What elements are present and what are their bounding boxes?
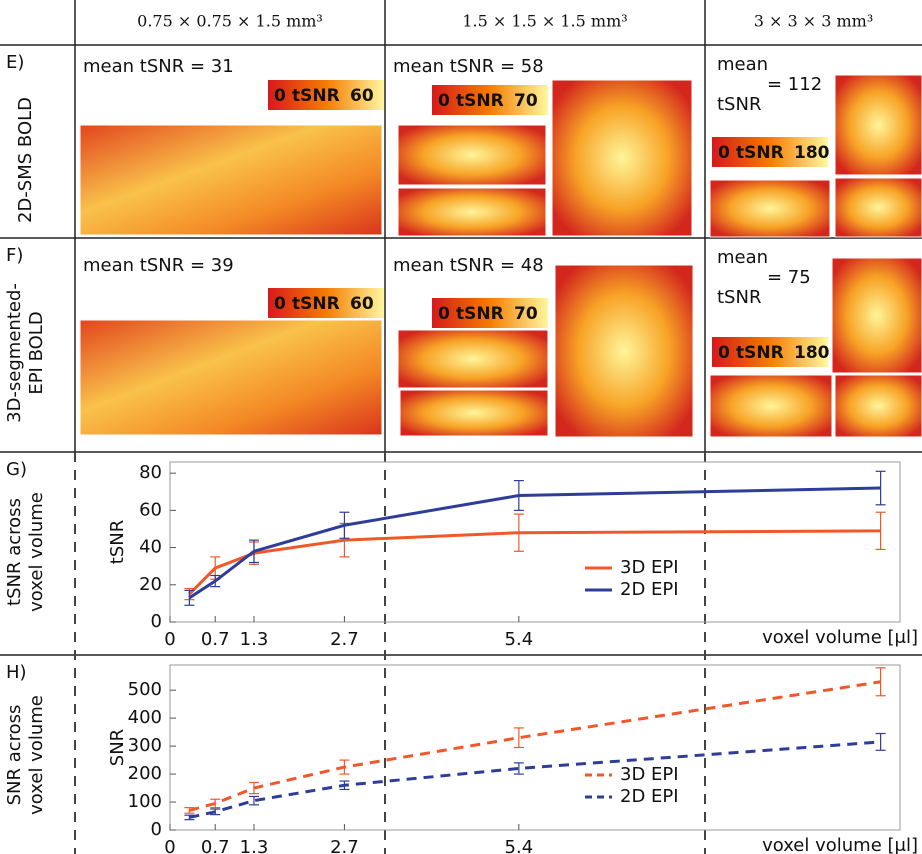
x-axis-label: voxel volume [μl] (762, 835, 918, 854)
row-label: voxel volume (26, 492, 47, 612)
row-label: 2D-SMS BOLD (15, 97, 36, 223)
colorbar-max: 70 (514, 91, 538, 111)
colorbar-max: 180 (794, 143, 830, 163)
row-label: SNR across (4, 705, 25, 806)
mean-tsnr: mean tSNR = 31 (83, 56, 234, 77)
panel-label: G) (6, 459, 27, 480)
colorbar-max: 60 (350, 86, 374, 106)
mean-tsnr: mean tSNR = 58 (393, 56, 544, 77)
y-tick-label: 100 (128, 791, 162, 812)
colorbar-min: 0 (438, 91, 450, 111)
y-tick-label: 200 (128, 763, 162, 784)
x-tick-label: 0 (164, 837, 175, 854)
y-tick-label: 400 (128, 707, 162, 728)
mean-tsnr: mean (717, 54, 768, 75)
colorbar-label: tSNR (456, 91, 504, 111)
colorbar-label: tSNR (736, 343, 784, 363)
colorbar-label: tSNR (736, 143, 784, 163)
x-axis-label: voxel volume [μl] (762, 627, 918, 648)
mean-tsnr: mean (717, 247, 768, 268)
panel-label: F) (6, 245, 23, 266)
y-tick-label: 20 (139, 574, 162, 595)
x-tick-label: 0 (164, 629, 175, 650)
mean-tsnr: mean tSNR = 48 (393, 255, 544, 276)
y-tick-label: 40 (139, 537, 162, 558)
mean-tsnr: tSNR (717, 94, 761, 115)
y-axis-label: SNR (107, 729, 128, 766)
error-bar (876, 734, 886, 751)
x-tick-label: 0.7 (201, 837, 230, 854)
colorbar-min: 0 (274, 86, 286, 106)
x-tick-label: 1.3 (240, 837, 269, 854)
colorbar-max: 60 (350, 294, 374, 314)
mean-tsnr: tSNR (717, 287, 761, 308)
colorbar-max: 180 (794, 343, 830, 363)
panel-label: E) (6, 52, 24, 73)
x-tick-label: 5.4 (505, 837, 534, 854)
x-tick-label: 2.7 (330, 629, 359, 650)
mean-tsnr: mean tSNR = 39 (83, 255, 234, 276)
row-label: 3D-segmented- (4, 283, 25, 423)
x-tick-label: 5.4 (505, 629, 534, 650)
colorbar-label: tSNR (292, 86, 340, 106)
legend-label: 3D EPI (620, 764, 679, 785)
colorbar-max: 70 (514, 304, 538, 324)
y-tick-label: 0 (151, 611, 162, 632)
row-label: voxel volume (26, 695, 47, 815)
y-axis-label: tSNR (107, 520, 128, 564)
series-line (189, 682, 880, 811)
plot-frame (170, 665, 900, 830)
colorbar-min: 0 (274, 294, 286, 314)
mean-tsnr-value: = 75 (767, 267, 811, 288)
y-tick-label: 500 (128, 679, 162, 700)
column-header: 3 × 3 × 3 mm³ (754, 12, 874, 31)
y-tick-label: 0 (151, 819, 162, 840)
x-tick-label: 0.7 (201, 629, 230, 650)
mean-tsnr-value: = 112 (767, 74, 822, 95)
legend-label: 2D EPI (620, 786, 679, 807)
column-header: 0.75 × 0.75 × 1.5 mm³ (137, 12, 323, 31)
x-tick-label: 2.7 (330, 837, 359, 854)
panel-label: H) (6, 662, 27, 683)
plot-frame (170, 462, 900, 622)
row-label: tSNR across (4, 498, 25, 606)
y-tick-label: 80 (139, 462, 162, 483)
series-line (189, 488, 880, 598)
colorbar-label: tSNR (456, 304, 504, 324)
colorbar-min: 0 (438, 304, 450, 324)
y-tick-label: 300 (128, 735, 162, 756)
legend-label: 2D EPI (620, 579, 679, 600)
row-label: EPI BOLD (26, 311, 47, 394)
legend-label: 3D EPI (620, 557, 679, 578)
colorbar-label: tSNR (292, 294, 340, 314)
colorbar-min: 0 (718, 343, 730, 363)
x-tick-label: 1.3 (240, 629, 269, 650)
column-header: 1.5 × 1.5 × 1.5 mm³ (462, 12, 627, 31)
colorbar-min: 0 (718, 143, 730, 163)
y-tick-label: 60 (139, 499, 162, 520)
figure: 0.75 × 0.75 × 1.5 mm³ 1.5 × 1.5 × 1.5 mm³… (0, 0, 922, 854)
